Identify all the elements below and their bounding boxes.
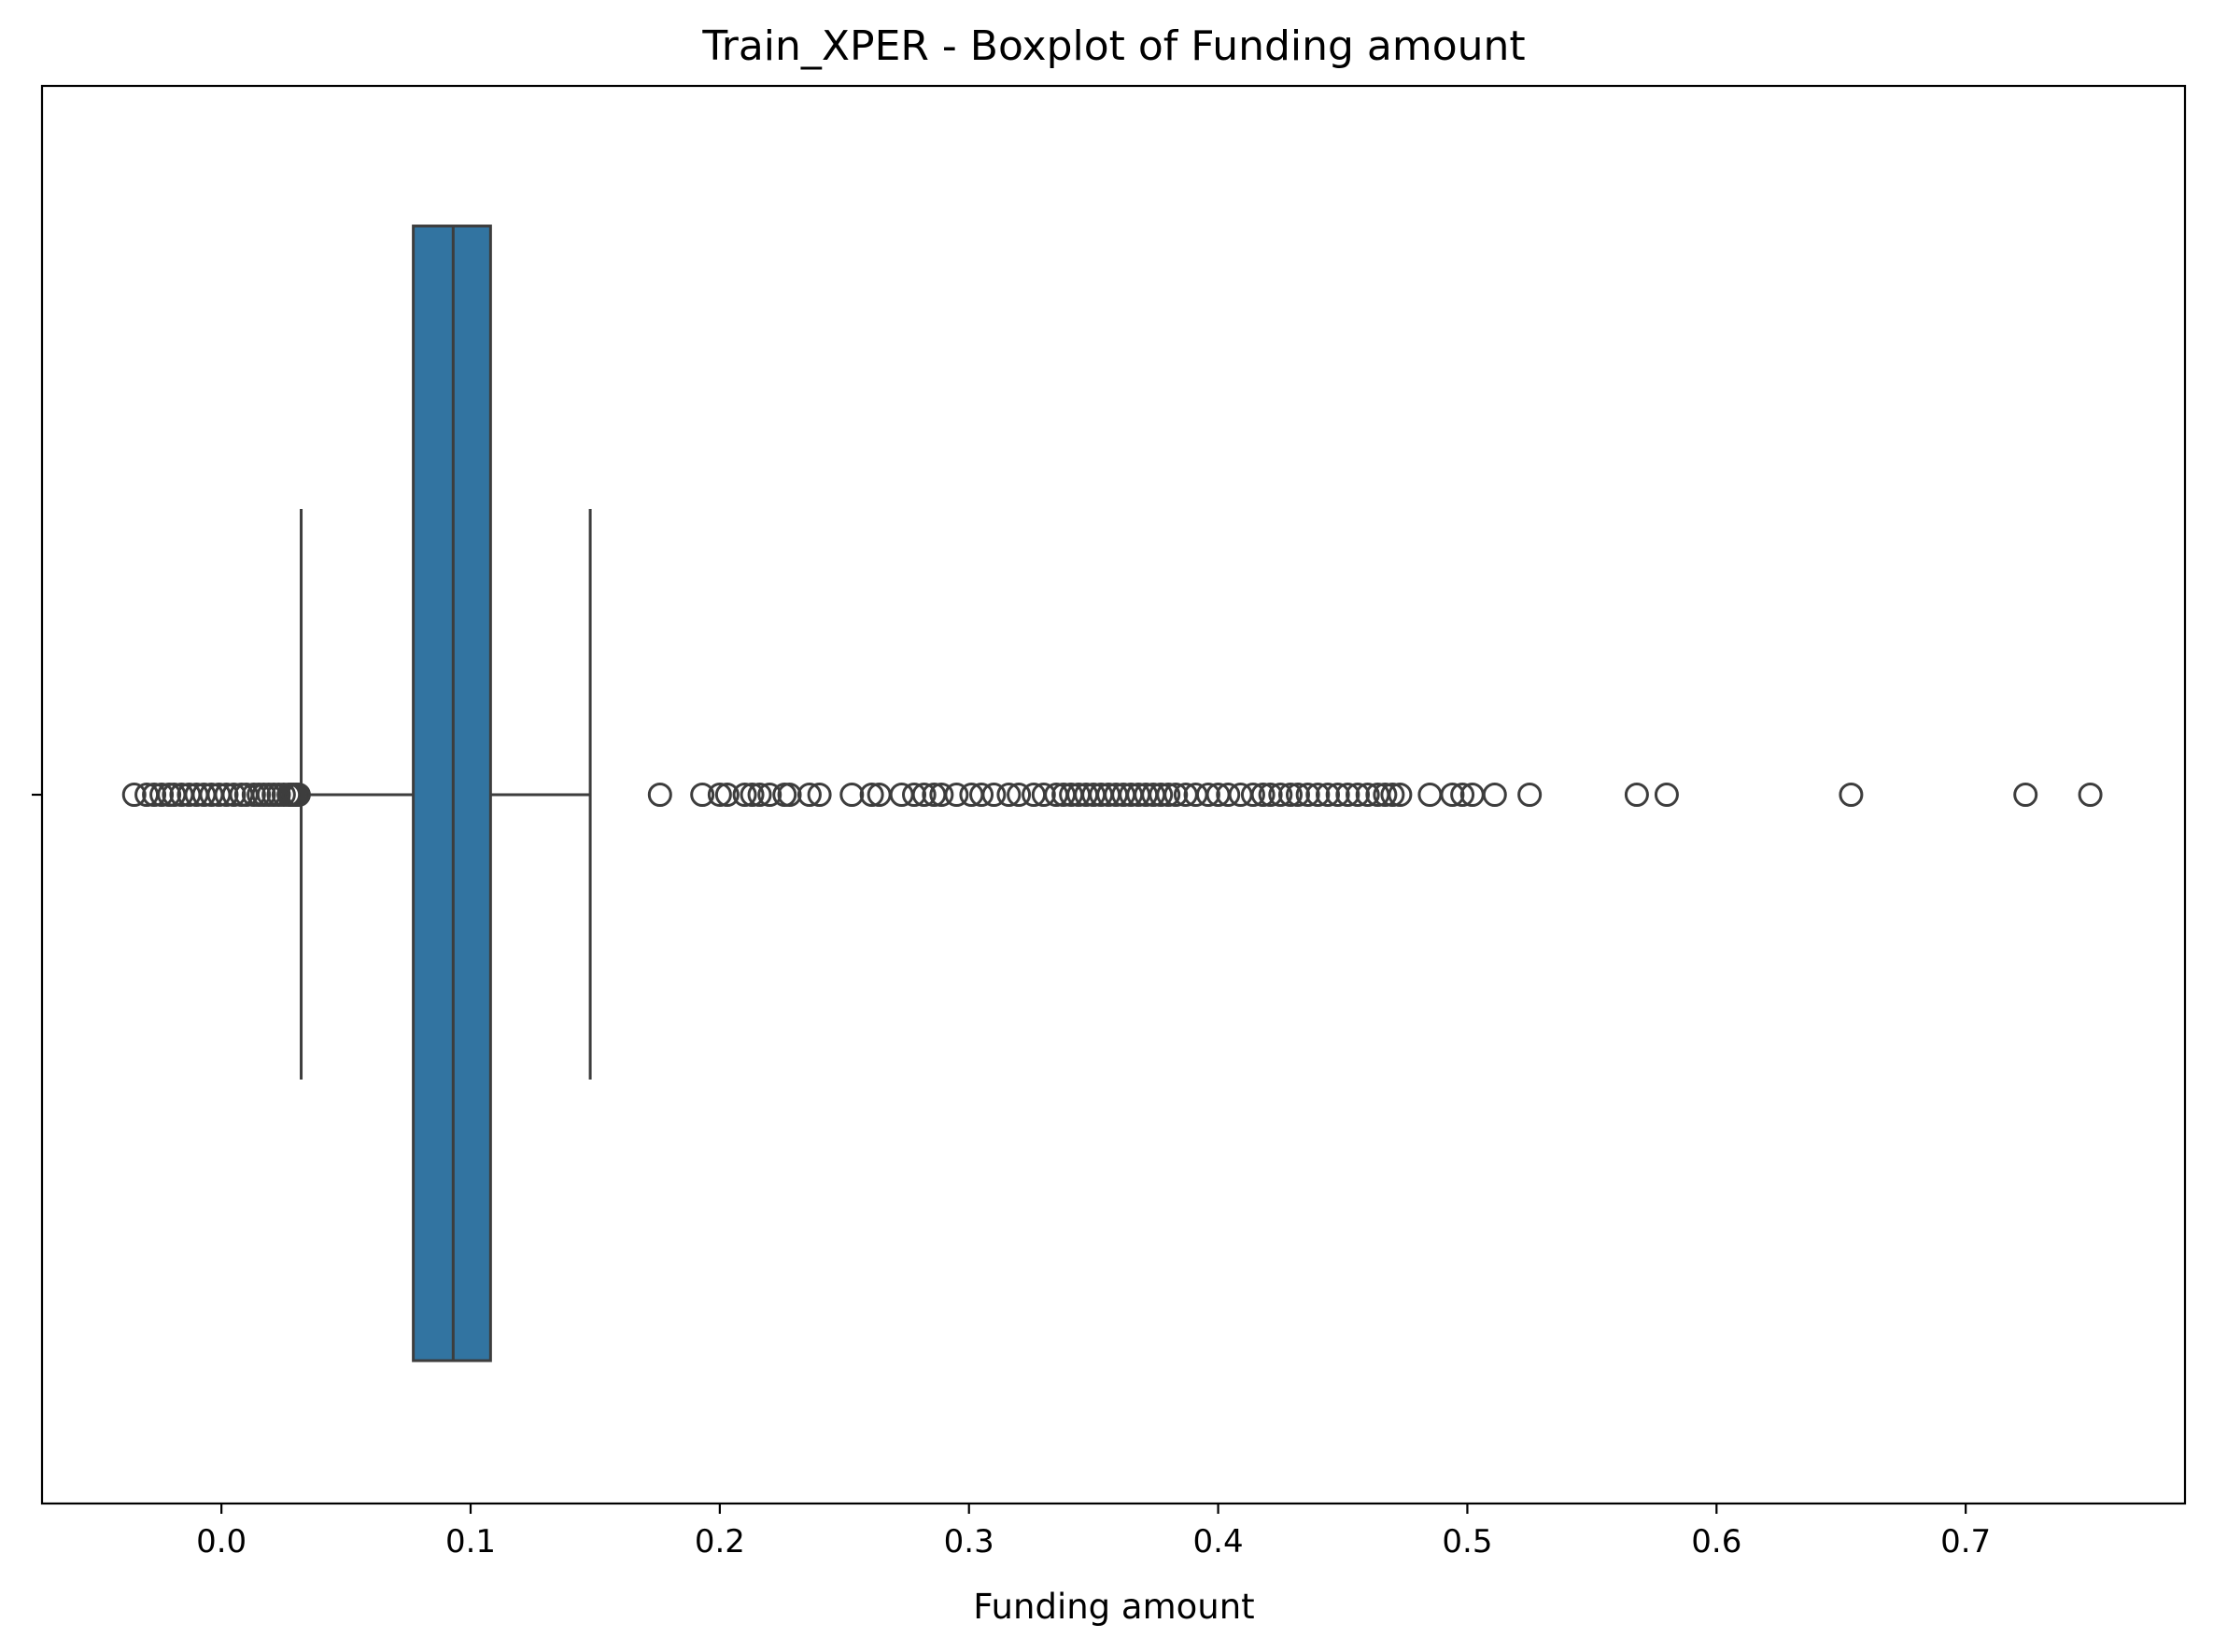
outlier-point <box>1228 783 1253 807</box>
outlier-point <box>1305 783 1331 807</box>
outlier-point <box>969 783 994 807</box>
outlier-point <box>149 783 175 807</box>
outlier-point <box>221 783 247 807</box>
outlier-point <box>1295 783 1320 807</box>
x-tick-label: 0.0 <box>196 1523 247 1560</box>
plot-marks <box>121 224 2103 1363</box>
outlier-point <box>1624 783 1649 807</box>
outlier-point <box>732 783 757 807</box>
outlier-point <box>1216 783 1241 807</box>
x-axis: 0.0 0.1 0.2 0.3 0.4 0.5 0.6 0.7 <box>196 1504 1991 1560</box>
outlier-point <box>707 783 732 807</box>
chart-title: Train_XPER - Boxplot of Funding amount <box>701 22 1525 70</box>
outlier-point <box>1654 783 1679 807</box>
x-tick-label: 0.7 <box>1940 1523 1991 1560</box>
outlier-point <box>1355 783 1380 807</box>
outlier-point <box>911 783 937 807</box>
outlier-point <box>1240 783 1265 807</box>
outlier-point <box>1388 783 1413 807</box>
outlier-point <box>1517 783 1543 807</box>
outlier-point <box>902 783 927 807</box>
outlier-point <box>1285 783 1310 807</box>
outlier-point <box>2013 783 2038 807</box>
outlier-point <box>1195 783 1220 807</box>
x-axis-label: Funding amount <box>973 1587 1254 1627</box>
outlier-point <box>859 783 884 807</box>
outlier-point <box>777 783 802 807</box>
outlier-point <box>1450 783 1475 807</box>
outlier-point <box>1163 783 1189 807</box>
outlier-point <box>839 783 865 807</box>
outlier-point <box>889 783 914 807</box>
x-tick-label: 0.2 <box>695 1523 745 1560</box>
outlier-point <box>1325 783 1350 807</box>
outlier-point <box>2078 783 2103 807</box>
outlier-point <box>807 783 832 807</box>
outlier-point <box>1149 783 1174 807</box>
outlier-point <box>944 783 969 807</box>
outlier-point <box>690 783 715 807</box>
outlier-point <box>1380 783 1405 807</box>
outlier-point <box>981 783 1007 807</box>
outlier-point <box>747 783 772 807</box>
outlier-point <box>1156 783 1181 807</box>
outlier-point <box>1258 783 1283 807</box>
outlier-point <box>757 783 782 807</box>
x-tick-label: 0.6 <box>1691 1523 1741 1560</box>
outlier-point <box>1373 783 1398 807</box>
outlier-point <box>740 783 765 807</box>
outlier-point <box>1482 783 1507 807</box>
x-tick-label: 0.1 <box>445 1523 496 1560</box>
outlier-point <box>714 783 740 807</box>
outlier-point <box>121 783 147 807</box>
x-tick-label: 0.5 <box>1442 1523 1492 1560</box>
outlier-point <box>1268 783 1293 807</box>
outlier-point <box>647 783 672 807</box>
outlier-point <box>996 783 1022 807</box>
outlier-point <box>1335 783 1360 807</box>
outlier-point <box>1031 783 1056 807</box>
outlier-point <box>796 783 822 807</box>
outlier-point <box>772 783 797 807</box>
outlier-point <box>1839 783 1864 807</box>
outlier-point <box>1417 783 1443 807</box>
outlier-point <box>1277 783 1303 807</box>
outlier-point <box>286 783 311 807</box>
outlier-point <box>1316 783 1340 807</box>
x-tick-label: 0.4 <box>1193 1523 1244 1560</box>
outlier-point <box>1250 783 1276 807</box>
outlier-point <box>929 783 954 807</box>
outlier-point <box>1346 783 1371 807</box>
outlier-point <box>1440 783 1465 807</box>
outlier-point <box>1007 783 1032 807</box>
outlier-point <box>214 783 239 807</box>
outlier-point <box>142 783 167 807</box>
x-tick-label: 0.3 <box>944 1523 994 1560</box>
